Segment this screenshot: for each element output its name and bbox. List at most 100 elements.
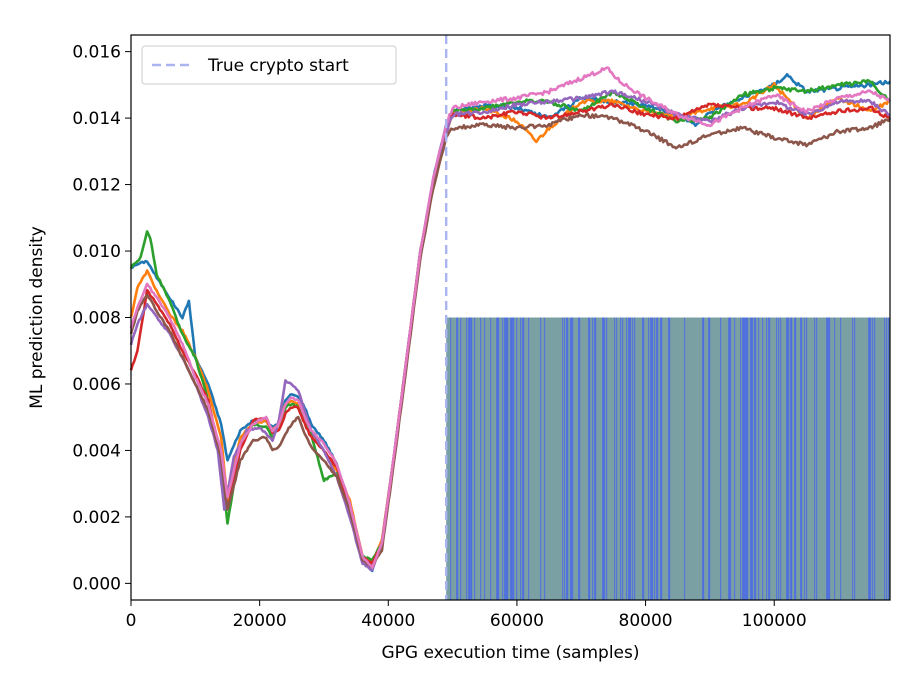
prediction-stripe	[602, 317, 605, 600]
prediction-stripe	[852, 317, 854, 600]
prediction-stripe	[786, 317, 789, 600]
prediction-stripe	[806, 317, 808, 600]
prediction-stripe	[626, 317, 628, 600]
prediction-stripe	[766, 317, 768, 600]
prediction-stripe	[484, 317, 486, 600]
prediction-stripe	[702, 317, 705, 600]
prediction-stripe	[506, 317, 509, 600]
prediction-stripe	[768, 317, 771, 600]
prediction-stripe	[650, 317, 653, 600]
prediction-stripe	[788, 317, 790, 600]
prediction-stripe	[544, 317, 546, 600]
prediction-stripe	[502, 317, 504, 600]
prediction-stripe	[888, 317, 890, 600]
x-axis-label: GPG execution time (samples)	[382, 643, 640, 663]
prediction-stripe	[578, 317, 581, 600]
prediction-stripe	[742, 317, 745, 600]
prediction-stripe	[522, 317, 525, 600]
y-tick-label: 0.012	[72, 176, 121, 196]
x-axis: 0 20000 40000 60000 80000 100000	[126, 600, 807, 631]
prediction-stripe	[632, 317, 634, 600]
prediction-stripe	[566, 317, 569, 600]
x-tick-label: 0	[126, 611, 137, 631]
prediction-stripe	[870, 317, 872, 600]
prediction-stripe	[750, 317, 753, 600]
prediction-band	[446, 317, 890, 600]
y-tick-label: 0.016	[72, 43, 121, 63]
prediction-stripe	[520, 317, 522, 600]
prediction-stripe	[728, 317, 731, 600]
prediction-stripe	[450, 317, 452, 600]
prediction-stripe	[594, 317, 597, 600]
prediction-stripe	[620, 317, 622, 600]
prediction-stripe	[778, 317, 780, 600]
prediction-stripe	[730, 317, 732, 600]
prediction-stripe	[480, 317, 482, 600]
prediction-stripe	[754, 317, 757, 600]
prediction-stripe	[758, 317, 760, 600]
prediction-stripe	[504, 317, 507, 600]
prediction-stripe	[648, 317, 650, 600]
prediction-stripe	[490, 317, 492, 600]
prediction-stripe	[660, 317, 663, 600]
prediction-stripe	[752, 317, 754, 600]
prediction-stripe	[460, 317, 462, 600]
series-line-6	[129, 112, 892, 569]
prediction-stripe	[790, 317, 793, 600]
prediction-stripe	[684, 317, 686, 600]
series-layer	[129, 66, 892, 573]
prediction-stripe	[592, 317, 594, 600]
y-tick-label: 0.002	[72, 508, 121, 528]
x-tick-label: 100000	[742, 611, 807, 631]
prediction-stripe	[794, 317, 797, 600]
prediction-stripe	[564, 317, 566, 600]
prediction-stripe	[800, 317, 803, 600]
prediction-stripe	[780, 317, 782, 600]
y-tick-label: 0.010	[72, 242, 121, 262]
y-axis-label: ML prediction density	[27, 226, 47, 409]
prediction-stripe	[826, 317, 829, 600]
series-line-5	[129, 89, 891, 572]
x-tick-label: 60000	[490, 611, 544, 631]
prediction-stripe	[656, 317, 659, 600]
prediction-band-fill	[446, 317, 890, 600]
prediction-stripe	[872, 317, 874, 600]
prediction-stripe	[466, 317, 468, 600]
prediction-stripe	[570, 317, 573, 600]
prediction-stripe	[628, 317, 631, 600]
prediction-stripe	[744, 317, 747, 600]
prediction-stripe	[776, 317, 778, 600]
prediction-stripe	[572, 317, 574, 600]
prediction-stripe	[470, 317, 473, 600]
prediction-stripe	[498, 317, 500, 600]
prediction-stripe	[616, 317, 618, 600]
prediction-stripe	[588, 317, 591, 600]
prediction-stripe	[740, 317, 742, 600]
prediction-stripe	[834, 317, 836, 600]
prediction-stripe	[720, 317, 722, 600]
prediction-stripe	[622, 317, 624, 600]
series-line-3	[129, 78, 892, 562]
x-tick-label: 20000	[233, 611, 287, 631]
prediction-stripe	[816, 317, 818, 600]
prediction-stripe	[496, 317, 499, 600]
y-tick-label: 0.004	[72, 441, 121, 461]
y-tick-label: 0.006	[72, 375, 121, 395]
x-tick-label: 40000	[361, 611, 415, 631]
prediction-stripe	[868, 317, 871, 600]
prediction-stripe	[746, 317, 749, 600]
prediction-stripe	[510, 317, 513, 600]
prediction-stripe	[528, 317, 530, 600]
legend: True crypto start	[141, 45, 397, 85]
y-axis: 0.000 0.002 0.004 0.006 0.008 0.010 0.012 0.014…	[72, 43, 131, 594]
legend-label-crypto-start: True crypto start	[207, 56, 349, 76]
legend-box	[141, 45, 397, 85]
prediction-stripe	[874, 317, 876, 600]
prediction-stripe	[654, 317, 656, 600]
prediction-stripe	[668, 317, 671, 600]
prediction-stripe	[614, 317, 616, 600]
prediction-stripe	[642, 317, 645, 600]
prediction-stripe	[652, 317, 654, 600]
prediction-stripe	[516, 317, 518, 600]
